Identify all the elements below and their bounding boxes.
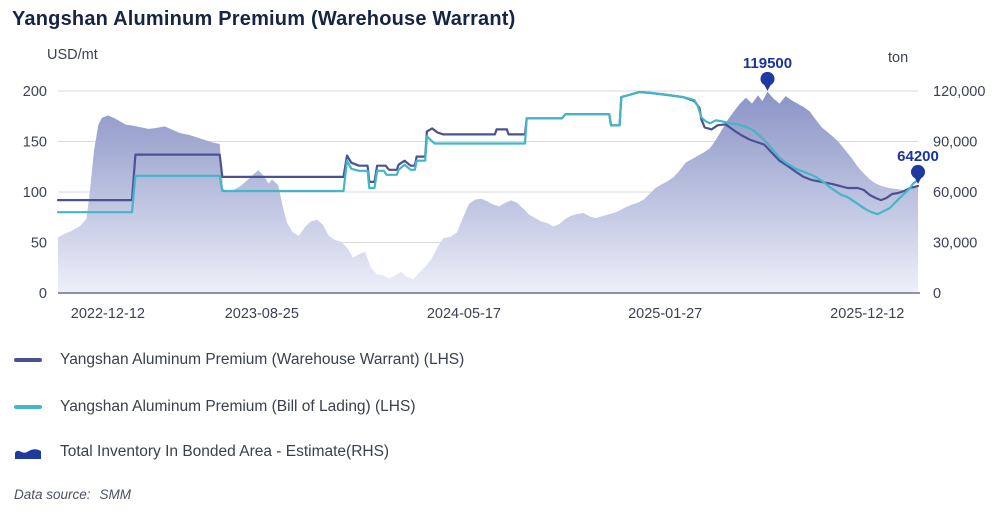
area-swatch-icon <box>14 444 44 460</box>
data-source: Data source: SMM <box>14 487 131 502</box>
legend-label: Total Inventory In Bonded Area - Estimat… <box>60 443 390 460</box>
data-source-label: Data source: <box>14 487 91 502</box>
x-axis-date-label: 2025-12-12 <box>830 306 904 322</box>
line-swatch-icon <box>14 405 44 409</box>
right-axis-tick-label: 120,000 <box>933 84 985 100</box>
right-axis-tick-label: 90,000 <box>933 135 977 151</box>
left-axis-tick-label: 150 <box>23 135 47 151</box>
legend-item-bill-of-lading[interactable]: Yangshan Aluminum Premium (Bill of Ladin… <box>14 396 416 418</box>
annotation-value-label: 119500 <box>743 55 792 72</box>
legend-label: Yangshan Aluminum Premium (Bill of Ladin… <box>60 398 416 415</box>
inventory-area <box>58 91 918 293</box>
right-axis-unit-label: ton <box>888 50 909 66</box>
legend-item-total-inventory[interactable]: Total Inventory In Bonded Area - Estimat… <box>14 441 389 463</box>
x-axis-date-label: 2023-08-25 <box>225 306 299 322</box>
right-axis-tick-label: 0 <box>933 286 941 302</box>
annotation-value-label: 64200 <box>897 148 939 165</box>
bill-of-lading-line <box>56 90 920 216</box>
data-source-value: SMM <box>99 487 132 502</box>
left-axis-tick-label: 50 <box>31 236 47 252</box>
right-axis-tick-label: 30,000 <box>933 236 977 252</box>
x-axis-date-label: 2022-12-12 <box>71 306 145 322</box>
right-axis-tick-label: 60,000 <box>933 185 977 201</box>
left-axis-tick-label: 100 <box>23 185 47 201</box>
line-swatch-icon <box>14 358 44 362</box>
x-axis-date-label: 2024-05-17 <box>427 306 501 322</box>
annotation-pin: 119500 <box>743 55 792 91</box>
legend-label: Yangshan Aluminum Premium (Warehouse War… <box>60 351 465 368</box>
left-axis-tick-label: 0 <box>39 286 47 302</box>
legend-item-warehouse-warrant[interactable]: Yangshan Aluminum Premium (Warehouse War… <box>14 349 464 371</box>
chart-title: Yangshan Aluminum Premium (Warehouse War… <box>12 8 516 30</box>
x-axis-date-label: 2025-01-27 <box>628 306 702 322</box>
annotation-pin: 64200 <box>897 148 939 184</box>
left-axis-unit-label: USD/mt <box>47 47 98 63</box>
left-axis-tick-label: 200 <box>23 84 47 100</box>
